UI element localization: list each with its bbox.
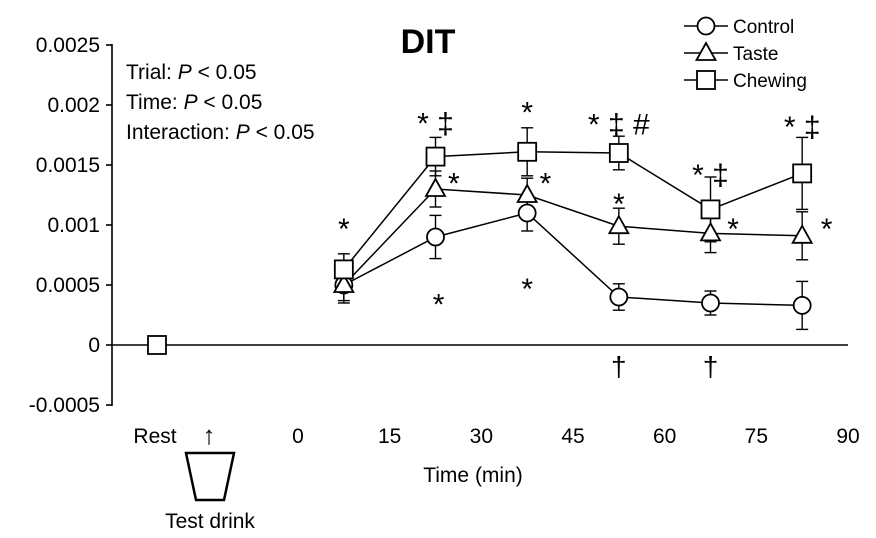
- significance-annotation: *: [521, 97, 533, 130]
- significance-annotation: *: [448, 167, 460, 200]
- legend-label-chewing: Chewing: [733, 71, 807, 92]
- significance-annotation: *: [521, 273, 533, 306]
- series-line-control: [343, 212, 803, 307]
- x-tick-label: 0: [292, 425, 304, 448]
- y-tick-label: 0.0005: [36, 274, 100, 297]
- stats-label: Interaction:: [126, 121, 236, 144]
- y-tick-label: -0.0005: [29, 394, 100, 417]
- x-tick-label: 15: [378, 425, 401, 448]
- legend-marker-control: [696, 16, 716, 36]
- stats-value: < 0.05: [250, 121, 315, 144]
- data-point-rest: [147, 335, 167, 355]
- x-tick-label: 60: [653, 425, 676, 448]
- data-point-taste: [607, 214, 630, 235]
- x-ticks: Rest 0 15 30 45 60 75 90: [133, 425, 859, 448]
- stats-p: P: [184, 91, 198, 114]
- data-point-chewing: [700, 199, 721, 220]
- stats-p: P: [178, 61, 192, 84]
- stats-line: Trial: P < 0.05: [126, 61, 257, 84]
- significance-annotation: * ‡: [692, 159, 729, 192]
- significance-annotation: * ‡: [417, 107, 454, 140]
- legend: Control Taste Chewing: [684, 16, 807, 92]
- data-point-taste: [332, 273, 355, 293]
- y-tick-label: 0.0025: [36, 34, 100, 57]
- significance-annotation: * ‡ #: [588, 109, 650, 142]
- cup-icon: [184, 451, 236, 502]
- x-axis-label: Time (min): [423, 464, 523, 487]
- legend-marker-taste: [694, 41, 718, 61]
- data-point-chewing: [517, 141, 538, 162]
- significance-annotation: *: [540, 167, 552, 200]
- significance-annotation: *: [433, 289, 445, 322]
- annotations: * * ‡ * * * * * * ‡ # * * ‡ * * ‡ * † †: [338, 97, 833, 383]
- y-ticks: 0.0025 0.002 0.0015 0.001 0.0005 0 -0.0005: [29, 34, 112, 417]
- data-point-chewing: [425, 146, 446, 167]
- series-line-chewing: [343, 151, 803, 270]
- drink-arrow: ↑: [203, 420, 216, 450]
- stats-line: Time: P < 0.05: [126, 91, 262, 114]
- x-tick-label: 90: [836, 425, 859, 448]
- data-point-taste: [699, 221, 722, 242]
- data-point-chewing: [333, 259, 354, 280]
- x-tick-label: Rest: [133, 425, 176, 448]
- data-point-chewing: [792, 163, 813, 184]
- y-tick-label: 0.0015: [36, 154, 100, 177]
- stats-label: Time:: [126, 91, 184, 114]
- stats-value: < 0.05: [198, 91, 263, 114]
- y-tick-label: 0.002: [47, 94, 100, 117]
- data-point-taste: [424, 177, 447, 197]
- test-drink-illustration: ↑ Test drink: [165, 420, 255, 533]
- series-layer: [147, 127, 814, 355]
- significance-annotation: *: [338, 213, 350, 246]
- y-tick-label: 0: [88, 334, 100, 357]
- data-point-control: [426, 227, 445, 247]
- x-tick-label: 75: [745, 425, 768, 448]
- stats-label: Trial:: [126, 61, 178, 84]
- significance-annotation: *: [613, 188, 625, 221]
- legend-label-control: Control: [733, 17, 794, 38]
- data-point-control: [701, 293, 720, 313]
- test-drink-label: Test drink: [165, 510, 255, 533]
- x-tick-label: 45: [561, 425, 584, 448]
- dagger-annotation: †: [611, 351, 627, 382]
- legend-label-taste: Taste: [733, 44, 778, 65]
- data-point-control: [609, 287, 629, 307]
- significance-annotation: *: [727, 213, 739, 246]
- data-point-taste: [791, 223, 814, 244]
- data-point-control: [517, 203, 537, 223]
- significance-annotation: * ‡: [784, 111, 821, 144]
- stats-value: < 0.05: [192, 61, 257, 84]
- x-tick-label: 30: [470, 425, 493, 448]
- chart-title: DIT: [401, 23, 456, 61]
- series-line-taste: [343, 188, 803, 286]
- data-point-chewing: [608, 143, 629, 163]
- y-tick-label: 0.001: [47, 214, 100, 237]
- stats-line: Interaction: P < 0.05: [126, 121, 315, 144]
- dagger-annotation: †: [703, 351, 719, 382]
- stats-p: P: [236, 121, 250, 144]
- data-point-taste: [516, 183, 539, 203]
- significance-annotation: *: [821, 213, 833, 246]
- data-point-control: [792, 295, 812, 315]
- legend-marker-chewing: [696, 70, 716, 90]
